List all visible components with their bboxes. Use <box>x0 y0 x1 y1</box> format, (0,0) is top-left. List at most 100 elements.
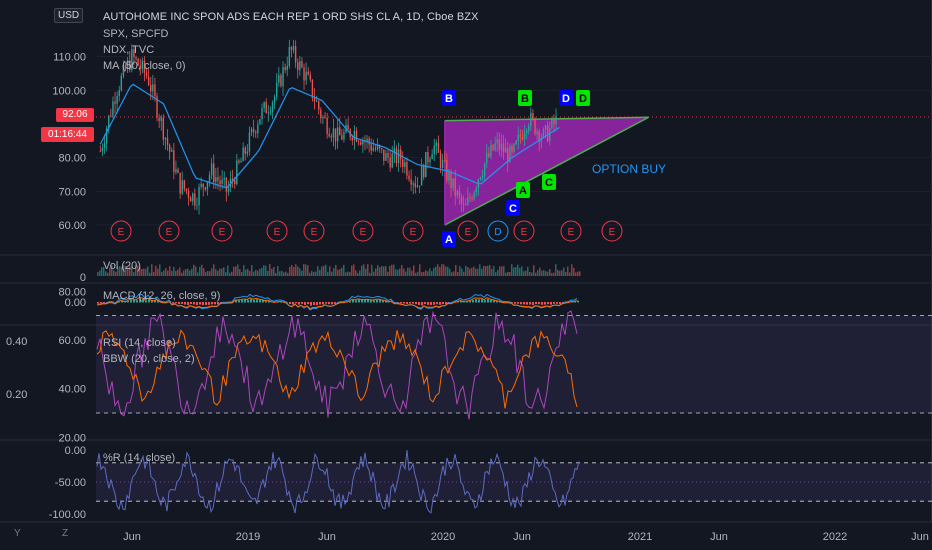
macd-histogram-bar <box>532 302 534 306</box>
wr-legend[interactable]: %R (14, close) <box>103 452 176 464</box>
macd-histogram-bar <box>136 300 138 303</box>
macd-histogram-bar <box>253 299 255 303</box>
countdown-tag: 01:16:44 <box>41 127 94 142</box>
candle-body <box>177 169 179 173</box>
candle-body <box>330 136 333 138</box>
volume-bar <box>453 271 455 276</box>
volume-bar <box>221 268 223 276</box>
macd-histogram-bar <box>133 299 135 303</box>
candle-body <box>120 75 123 91</box>
candle-body <box>395 148 398 164</box>
volume-bar <box>445 266 447 276</box>
candle-body <box>322 117 324 119</box>
vol-legend[interactable]: Vol (20) <box>103 260 141 272</box>
volume-bar <box>455 265 457 276</box>
macd-legend[interactable]: MACD (12, 26, close, 9) <box>103 290 221 302</box>
candle-body <box>210 163 213 176</box>
macd-histogram-bar <box>541 302 543 305</box>
time-axis-label: 2021 <box>628 531 652 543</box>
volume-bar <box>345 272 347 276</box>
macd-histogram-bar <box>529 302 531 305</box>
volume-bar <box>211 268 213 276</box>
candle-body <box>194 193 196 206</box>
currency-badge[interactable]: USD <box>54 8 84 23</box>
macd-histogram-bar <box>520 302 522 305</box>
candle-body <box>139 65 141 69</box>
candle-body <box>257 124 259 134</box>
volume-bar <box>417 271 419 276</box>
candle-body <box>414 183 417 188</box>
volume-bar <box>147 266 149 276</box>
macd-histogram-bar <box>256 299 258 303</box>
macd-histogram-bar <box>559 302 561 304</box>
pattern-label-box <box>559 90 573 106</box>
bbw-line <box>96 329 578 409</box>
volume-bar <box>219 268 221 276</box>
candle-body <box>116 95 118 104</box>
earnings-marker-text: E <box>360 227 367 238</box>
candle-body <box>381 148 383 150</box>
volume-bar <box>349 272 351 276</box>
legend-spx[interactable]: SPX, SPCFD <box>103 28 169 40</box>
macd-histogram-bar <box>97 302 99 304</box>
macd-histogram-bar <box>376 299 378 303</box>
volume-bar <box>515 267 517 276</box>
price-axis-label: 80.00 <box>58 153 86 165</box>
macd-histogram-bar <box>211 302 213 305</box>
legend-ndx[interactable]: NDX, TVC <box>103 44 155 56</box>
volume-bar <box>97 272 99 276</box>
bbw-legend[interactable]: BBW (20, close, 2) <box>103 353 195 365</box>
volume-bar <box>565 271 567 276</box>
legend-ma[interactable]: MA (50, close, 0) <box>103 60 186 72</box>
candle-body <box>326 117 328 134</box>
candle-body <box>507 148 509 163</box>
volume-bar <box>187 268 189 276</box>
volume-bar <box>507 271 509 276</box>
volume-bar <box>537 270 539 276</box>
volume-bar <box>415 272 417 276</box>
volume-bar <box>555 264 557 276</box>
volume-bar <box>385 266 387 276</box>
candle-body <box>292 46 295 51</box>
earnings-marker-circle <box>402 220 424 242</box>
volume-bar <box>563 267 565 276</box>
earnings-marker-circle <box>266 220 288 242</box>
volume-bar <box>155 265 157 276</box>
volume-bar <box>177 269 179 276</box>
volume-bar <box>111 265 113 276</box>
volume-bar <box>519 268 521 276</box>
volume-bar <box>327 272 329 276</box>
volume-bar <box>573 267 575 276</box>
candle-body <box>320 109 322 119</box>
candle-body <box>549 128 551 142</box>
candle-body <box>439 152 442 169</box>
macd-histogram-bar <box>235 300 237 303</box>
toggle-y-button[interactable]: Y <box>14 528 21 539</box>
volume-bar <box>103 266 105 276</box>
volume-bar <box>407 267 409 276</box>
macd-histogram-bar <box>103 302 105 303</box>
candle-body <box>286 66 288 70</box>
candle-body <box>347 124 349 130</box>
candle-body <box>486 153 488 164</box>
earnings-marker-text: E <box>274 227 281 238</box>
pattern-label-text: B <box>521 93 529 105</box>
volume-bar <box>235 266 237 276</box>
candle-body <box>282 67 284 87</box>
candle-body <box>129 60 131 70</box>
candle-body <box>192 193 194 202</box>
toggle-z-button[interactable]: Z <box>62 528 69 539</box>
candle-body <box>147 76 150 85</box>
earnings-marker-text: E <box>311 227 318 238</box>
volume-bar <box>375 268 377 276</box>
macd-histogram-bar <box>406 302 408 304</box>
earnings-marker-text: E <box>465 227 472 238</box>
volume-bar <box>101 267 103 276</box>
volume-bar <box>329 266 331 276</box>
pattern-label-text: A <box>445 234 453 246</box>
candle-body <box>122 65 125 76</box>
price-axis-label: 70.00 <box>58 186 86 198</box>
rsi-legend[interactable]: RSI (14, close) <box>103 337 176 349</box>
